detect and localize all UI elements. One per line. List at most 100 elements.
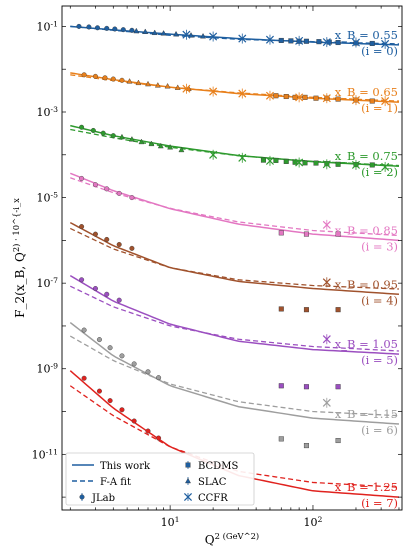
fa-fit-curve-x055 — [70, 25, 399, 45]
bcdms-point — [303, 443, 309, 449]
ccfr-point — [322, 398, 331, 407]
bcdms-point — [369, 40, 375, 46]
fa-fit-curve-x105 — [69, 285, 400, 352]
slac-point — [145, 80, 151, 87]
bcdms-point — [303, 231, 309, 237]
jlab-point — [86, 24, 92, 30]
xb-label-x065: x_B = 0.65 — [335, 85, 398, 99]
ccfr-point — [238, 34, 247, 43]
bcdms-point — [278, 37, 284, 43]
bcdms-point — [335, 438, 341, 444]
this-work-curve-x065 — [70, 72, 400, 103]
jlab-point — [102, 75, 108, 81]
index-label-x095: (i = 4) — [361, 293, 398, 307]
bcdms-point — [283, 94, 289, 100]
index-label-x055: (i = 0) — [361, 44, 398, 58]
ccfr-point — [209, 32, 218, 41]
legend-marker-x — [183, 492, 193, 502]
jlab-point — [92, 286, 98, 292]
ccfr-point — [322, 160, 331, 169]
y-tick-label: 10-11 — [32, 447, 58, 462]
jlab-point — [107, 398, 113, 404]
jlab-point — [92, 73, 98, 79]
jlab-point — [120, 27, 126, 33]
legend-marker-circle — [79, 494, 85, 500]
jlab-point — [119, 407, 125, 413]
xb-label-x115: x_B = 1.15 — [335, 407, 398, 421]
slac-point — [173, 30, 179, 37]
jlab-point — [110, 76, 116, 82]
bcdms-point — [369, 98, 375, 104]
bcdms-point — [292, 94, 298, 100]
bcdms-point — [335, 96, 341, 102]
bcdms-point — [313, 95, 319, 101]
fa-fit-curve-x075 — [70, 128, 400, 167]
bcdms-point — [273, 93, 279, 99]
ccfr-point — [381, 162, 390, 171]
jlab-point — [116, 242, 122, 248]
jlab-point — [90, 127, 96, 133]
x-tick-label: 101 — [161, 515, 180, 530]
slac-point — [154, 82, 161, 88]
this-work-curve-x085 — [69, 172, 400, 242]
bcdms-point — [302, 94, 308, 100]
bcdms-point — [278, 436, 284, 442]
ccfr-point — [265, 91, 274, 100]
ccfr-point — [295, 158, 304, 167]
slac-point — [148, 140, 155, 147]
ccfr-point — [265, 156, 274, 165]
bcdms-point — [335, 384, 341, 390]
jlab-point — [119, 77, 125, 83]
data-points — [76, 23, 390, 449]
legend-label: BCDMS — [198, 461, 238, 472]
this-work-curve-x105 — [69, 274, 400, 355]
y-tick-label: 10-7 — [37, 276, 59, 291]
jlab-point — [156, 435, 162, 441]
jlab-point — [79, 175, 85, 181]
xb-label-x125: x_B = 1.25 — [335, 480, 398, 494]
bcdms-point — [302, 160, 308, 166]
this-work-curve-x095 — [69, 221, 400, 296]
legend-marker-triangle — [185, 477, 191, 484]
bcdms-point — [335, 307, 341, 313]
slac-point — [128, 136, 135, 142]
x-axis-label: Q2 (GeV^2) — [205, 531, 259, 547]
xb-label-x055: x_B = 0.55 — [335, 28, 398, 42]
ccfr-point — [182, 84, 191, 93]
jlab-point — [104, 25, 110, 31]
ccfr-point — [351, 38, 360, 47]
legend-label: F-A fit — [100, 477, 131, 488]
bcdms-point — [273, 157, 279, 163]
fa-fit-curve-x085 — [70, 177, 400, 237]
bcdms-point — [278, 306, 284, 312]
ccfr-point — [265, 35, 274, 44]
bcdms-point — [335, 161, 341, 167]
bcdms-point — [278, 230, 284, 236]
ccfr-point — [322, 335, 331, 344]
jlab-point — [145, 428, 151, 434]
jlab-point — [81, 72, 87, 78]
fa-fit-curve-x095 — [70, 227, 399, 290]
slac-point — [138, 138, 145, 145]
y-axis-label: F_2(x_B, Q2) · 10^{-i_x — [11, 198, 27, 318]
index-label-x105: (i = 5) — [361, 353, 398, 367]
jlab-point — [129, 27, 135, 33]
jlab-point — [116, 190, 122, 196]
jlab-point — [92, 182, 98, 188]
plot-frame — [61, 5, 403, 511]
legend-label: CCFR — [198, 493, 228, 504]
fa-fit-curve-x115 — [69, 335, 400, 417]
ccfr-point — [351, 96, 360, 105]
bcdms-point — [278, 383, 284, 389]
slac-point — [133, 27, 140, 34]
jlab-point — [145, 369, 151, 375]
slac-point — [119, 133, 125, 140]
jlab-point — [81, 375, 87, 381]
ccfr-point — [381, 39, 390, 48]
ccfr-point — [322, 38, 331, 47]
slac-point — [142, 28, 149, 34]
ccfr-point — [322, 278, 331, 287]
jlab-point — [79, 224, 85, 230]
series-labels: x_B = 0.55 (i = 0) x_B = 0.65 (i = 1) x_B = … — [335, 28, 398, 510]
ccfr-point — [351, 160, 360, 169]
